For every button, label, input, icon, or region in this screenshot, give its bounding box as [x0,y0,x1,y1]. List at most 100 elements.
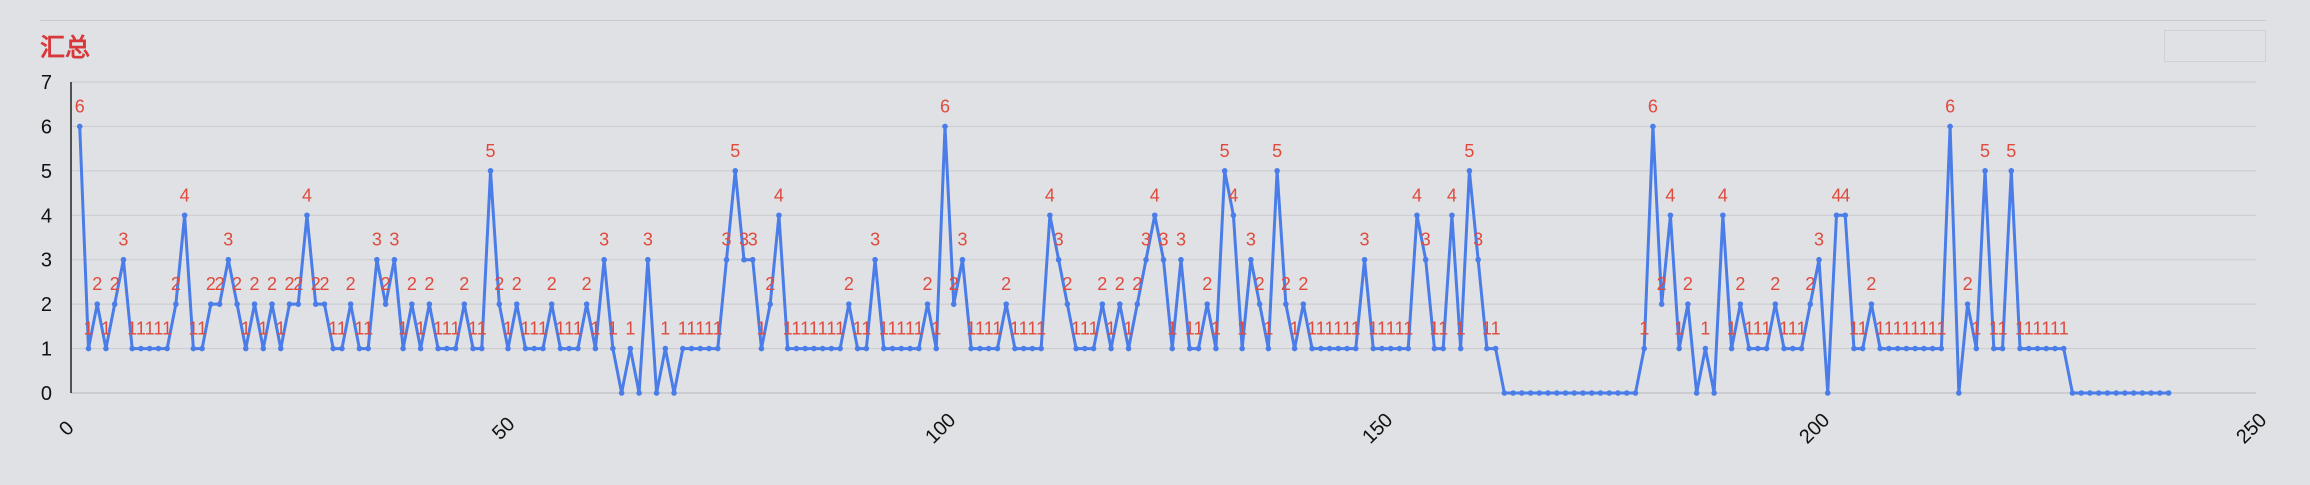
data-point [2139,390,2146,396]
data-point [1667,212,1674,219]
data-label: 1 [1010,319,1020,339]
data-point [915,345,922,352]
data-label: 1 [896,319,906,339]
data-point [1143,256,1149,263]
data-label: 1 [520,319,530,339]
data-label: 3 [1054,230,1064,250]
data-point [548,301,555,307]
data-label: 1 [625,319,635,339]
data-point [505,345,511,352]
data-label: 1 [1936,319,1946,339]
data-point [1239,345,1245,352]
data-point [330,345,337,352]
data-point [1300,301,1307,307]
data-label: 5 [486,141,496,161]
data-point [2165,390,2172,396]
data-label: 2 [92,274,102,294]
data-label: 3 [1421,230,1431,250]
data-label: 1 [1762,319,1772,339]
data-point [1484,345,1490,352]
data-point [1256,301,1263,307]
data-point [2148,390,2154,396]
data-point [1204,301,1210,307]
data-label: 6 [1648,96,1658,116]
data-label: 1 [2050,319,2060,339]
data-point [1510,390,1516,396]
data-point [1527,390,1534,396]
data-point [741,256,747,263]
data-point [1379,345,1385,352]
data-label: 1 [1071,319,1081,339]
data-point [1755,345,1761,352]
data-label: 1 [1316,319,1326,339]
data-label: 2 [1001,274,1011,294]
data-point [1886,345,1892,352]
data-point [610,345,616,352]
data-point [583,301,590,307]
data-point [1012,345,1018,352]
data-label: 1 [538,319,548,339]
data-point [1842,212,1849,219]
data-label: 1 [756,319,766,339]
data-point [1195,345,1202,352]
data-point [173,301,179,307]
data-label: 1 [1351,319,1361,339]
data-label: 1 [1456,319,1466,339]
data-point [2052,345,2058,352]
data-label: 2 [1298,274,1308,294]
chart-title: 汇总 [40,34,91,62]
data-point [942,123,948,130]
data-point [1073,345,1079,352]
data-label: 2 [547,274,557,294]
data-point [1134,301,1141,307]
data-point [1344,345,1350,352]
data-label: 1 [713,319,723,339]
data-label: 1 [529,319,539,339]
data-point [1588,390,1595,396]
data-point [461,301,468,307]
data-point [732,168,739,174]
data-label: 1 [931,319,941,339]
data-point [1658,301,1665,307]
data-point [636,390,642,396]
data-label: 2 [171,274,181,294]
data-point [1414,212,1420,219]
data-label: 1 [660,319,670,339]
data-point [1221,168,1228,174]
data-label: 1 [1884,319,1894,339]
data-label: 1 [984,319,994,339]
data-point [706,345,712,352]
data-label: 1 [276,319,286,339]
data-point [1283,301,1289,307]
data-point [2078,390,2084,396]
data-point [356,345,363,352]
y-tick-label: 7 [41,72,52,94]
data-label: 1 [136,319,146,339]
data-label: 1 [1377,319,1387,339]
data-label: 4 [1665,185,1675,205]
data-point [767,301,773,307]
data-point [1309,345,1315,352]
data-label: 3 [1473,230,1483,250]
data-point [1387,345,1394,352]
data-point [138,345,144,352]
data-point [1003,301,1009,307]
data-label: 4 [1045,185,1055,205]
data-label: 1 [145,319,155,339]
series-line [78,124,2169,395]
data-point [2069,390,2076,396]
data-label: 1 [127,319,137,339]
data-point [409,301,415,307]
data-label: 3 [1141,230,1151,250]
data-label: 1 [800,319,810,339]
data-point [269,301,275,307]
data-point [181,212,188,219]
data-label: 2 [206,274,216,294]
data-point [758,345,765,352]
x-tick-label: 150 [1358,409,1397,448]
data-label: 1 [503,319,513,339]
data-point [496,301,503,307]
data-label: 1 [258,319,268,339]
data-point [1055,256,1062,263]
y-tick-label: 6 [41,116,52,138]
